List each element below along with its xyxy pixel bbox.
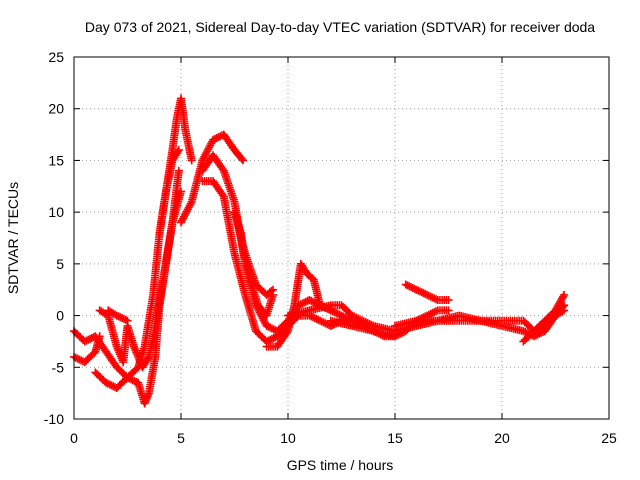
x-tick-label: 15 bbox=[387, 430, 403, 446]
y-tick-label: 0 bbox=[56, 308, 64, 324]
data-point bbox=[560, 290, 569, 299]
y-tick-label: -5 bbox=[52, 359, 65, 375]
y-tick-labels: -10 -5 0 5 10 15 20 25 bbox=[44, 49, 64, 427]
data-point bbox=[95, 332, 104, 341]
data-point bbox=[560, 306, 569, 315]
y-tick-label: 15 bbox=[48, 152, 64, 168]
chart-title: Day 073 of 2021, Sidereal Day-to-day VTE… bbox=[85, 19, 595, 35]
data-point bbox=[269, 285, 278, 294]
data-point bbox=[444, 306, 453, 315]
data-point bbox=[444, 296, 453, 305]
data-point bbox=[177, 187, 185, 196]
y-tick-label: -10 bbox=[44, 411, 64, 427]
x-tick-label: 0 bbox=[70, 430, 78, 446]
y-tick-label: 25 bbox=[48, 49, 64, 65]
x-tick-label: 10 bbox=[280, 430, 296, 446]
x-tick-labels: 0 5 10 15 20 25 bbox=[70, 430, 617, 446]
y-axis-label: SDTVAR / TECUs bbox=[5, 182, 21, 294]
x-axis-label: GPS time / hours bbox=[287, 457, 394, 473]
x-tick-label: 25 bbox=[601, 430, 617, 446]
axis-ticks bbox=[73, 56, 610, 420]
y-tick-label: 5 bbox=[56, 256, 64, 272]
x-tick-label: 5 bbox=[177, 430, 185, 446]
plot-frame bbox=[73, 56, 610, 420]
data-points bbox=[70, 94, 569, 408]
data-point bbox=[174, 166, 183, 175]
data-point bbox=[174, 146, 183, 155]
y-tick-label: 10 bbox=[48, 204, 64, 220]
y-tick-label: 20 bbox=[48, 101, 64, 117]
data-point bbox=[187, 156, 196, 165]
data-point bbox=[123, 316, 132, 325]
x-tick-label: 20 bbox=[494, 430, 510, 446]
data-point bbox=[239, 156, 248, 165]
